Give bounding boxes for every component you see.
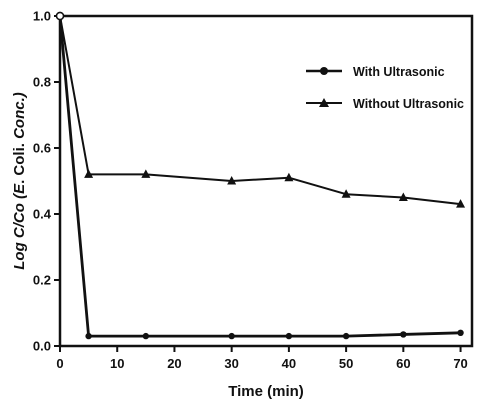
legend-label-without-ultrasonic: Without Ultrasonic [353, 97, 464, 111]
data-point-without-ultrasonic [398, 192, 408, 201]
y-tick-label: 0.8 [33, 75, 51, 90]
y-tick-label: 0.0 [33, 339, 51, 354]
y-axis-title-part: Conc. [11, 97, 28, 139]
legend-item-without-ultrasonic: Without Ultrasonic [306, 97, 464, 111]
legend-marker-without-ultrasonic [319, 98, 329, 107]
series-layer [55, 11, 466, 340]
data-point-without-ultrasonic [227, 176, 237, 185]
x-axis: 0 10 20 30 40 50 60 70 [56, 346, 468, 371]
data-point-with-ultrasonic [228, 332, 235, 340]
x-tick-label: 30 [224, 356, 238, 371]
x-tick-label: 70 [453, 356, 467, 371]
y-axis: 0.0 0.2 0.4 0.6 0.8 1.0 [33, 9, 60, 354]
x-tick-label: 50 [339, 356, 353, 371]
y-tick-label: 0.6 [33, 141, 51, 156]
y-tick-label: 0.2 [33, 273, 51, 288]
data-point-without-ultrasonic [141, 169, 151, 178]
x-tick-label: 20 [167, 356, 181, 371]
x-axis-title: Time (min) [228, 383, 304, 400]
y-axis-title-part: E [11, 183, 28, 194]
y-tick-label: 1.0 [33, 9, 51, 24]
data-point-with-ultrasonic [85, 332, 92, 340]
y-axis-title: Log C/Co (E. Coli. Conc.) [11, 92, 28, 270]
x-tick-label: 10 [110, 356, 124, 371]
legend-item-with-ultrasonic: With Ultrasonic [306, 65, 445, 79]
x-tick-label: 40 [282, 356, 296, 371]
y-axis-title-part: ) [11, 92, 28, 99]
legend: With Ultrasonic Without Ultrasonic [306, 65, 464, 111]
data-point-without-ultrasonic [55, 11, 65, 21]
y-tick-label: 0.4 [33, 207, 52, 222]
x-tick-label: 60 [396, 356, 410, 371]
series-line-without-ultrasonic [59, 15, 461, 206]
data-point-without-ultrasonic [456, 199, 466, 208]
y-axis-title-part: . Coli. [11, 139, 28, 184]
data-point-with-ultrasonic [142, 332, 150, 340]
data-point-without-ultrasonic [284, 172, 294, 182]
data-point-without-ultrasonic [341, 189, 351, 198]
data-point-with-ultrasonic [285, 332, 293, 340]
plot-area [58, 14, 474, 348]
data-point-without-ultrasonic [84, 169, 94, 178]
legend-marker-with-ultrasonic [320, 67, 328, 75]
plot-frame [58, 14, 474, 348]
data-point-with-ultrasonic [400, 331, 407, 338]
data-point-with-ultrasonic [457, 329, 464, 336]
data-point-with-ultrasonic [342, 332, 350, 340]
series-line-with-ultrasonic [58, 15, 461, 338]
x-tick-label: 0 [56, 356, 63, 371]
legend-label-with-ultrasonic: With Ultrasonic [353, 65, 445, 79]
y-axis-title-part: Log C/Co ( [11, 192, 28, 270]
